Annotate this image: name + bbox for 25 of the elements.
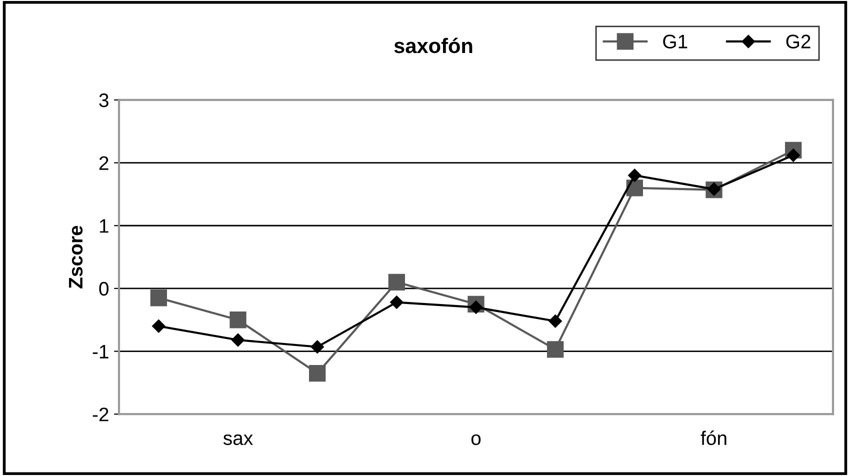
point	[230, 312, 246, 328]
point	[390, 296, 404, 309]
x-tick-label: fón	[700, 430, 726, 446]
legend-label: G1	[663, 34, 688, 48]
point	[152, 320, 166, 333]
x-tick-label: o	[471, 434, 481, 446]
y-tick-label: 3	[99, 93, 108, 108]
point	[388, 274, 405, 291]
y-tick-label: 2	[99, 156, 108, 170]
point	[469, 300, 483, 314]
y-axis-title: Zscore	[69, 226, 83, 288]
point	[310, 340, 324, 354]
point	[231, 333, 245, 347]
point	[548, 314, 562, 328]
y-tick-label: -1	[92, 344, 108, 358]
y-tick-label: 1	[100, 219, 108, 233]
y-tick-label: -2	[92, 408, 108, 422]
point	[628, 168, 642, 182]
point	[150, 290, 167, 306]
legend-label: G2	[786, 34, 810, 48]
y-tick-label: 0	[99, 282, 109, 296]
point	[309, 364, 326, 382]
chart-title: saxofón	[394, 38, 472, 54]
point	[547, 341, 564, 358]
x-tick-label: sax	[223, 434, 253, 446]
